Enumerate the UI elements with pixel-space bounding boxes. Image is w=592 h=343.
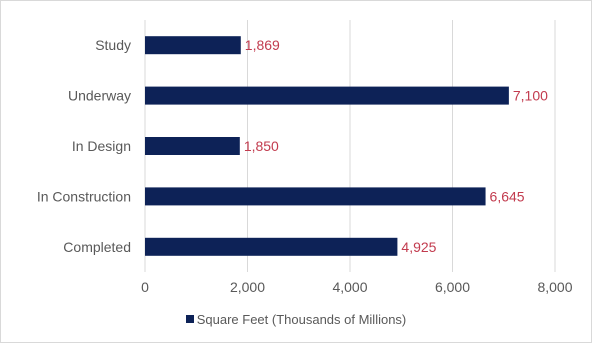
data-label: 6,645	[490, 188, 525, 204]
data-label: 1,850	[244, 138, 279, 154]
x-tick-label: 6,000	[435, 279, 470, 295]
category-label: In Construction	[37, 188, 131, 204]
category-label: In Design	[72, 138, 131, 154]
x-tick-label: 4,000	[332, 279, 367, 295]
data-label: 7,100	[513, 88, 548, 104]
category-label: Completed	[63, 239, 131, 255]
bar	[145, 36, 241, 55]
bar	[145, 86, 509, 105]
legend-swatch	[185, 315, 194, 323]
x-tick-label: 8,000	[537, 279, 572, 295]
category-label: Study	[95, 37, 131, 53]
x-tick-label: 0	[141, 279, 149, 295]
x-tick-label: 2,000	[230, 279, 265, 295]
legend: Square Feet (Thousands of Millions)	[0, 312, 592, 327]
bar	[145, 137, 240, 155]
bar	[145, 187, 486, 206]
data-label: 4,925	[401, 239, 436, 255]
data-label: 1,869	[245, 37, 280, 53]
legend-label: Square Feet (Thousands of Millions)	[196, 312, 407, 327]
category-label: Underway	[68, 88, 131, 104]
bar	[145, 237, 398, 256]
